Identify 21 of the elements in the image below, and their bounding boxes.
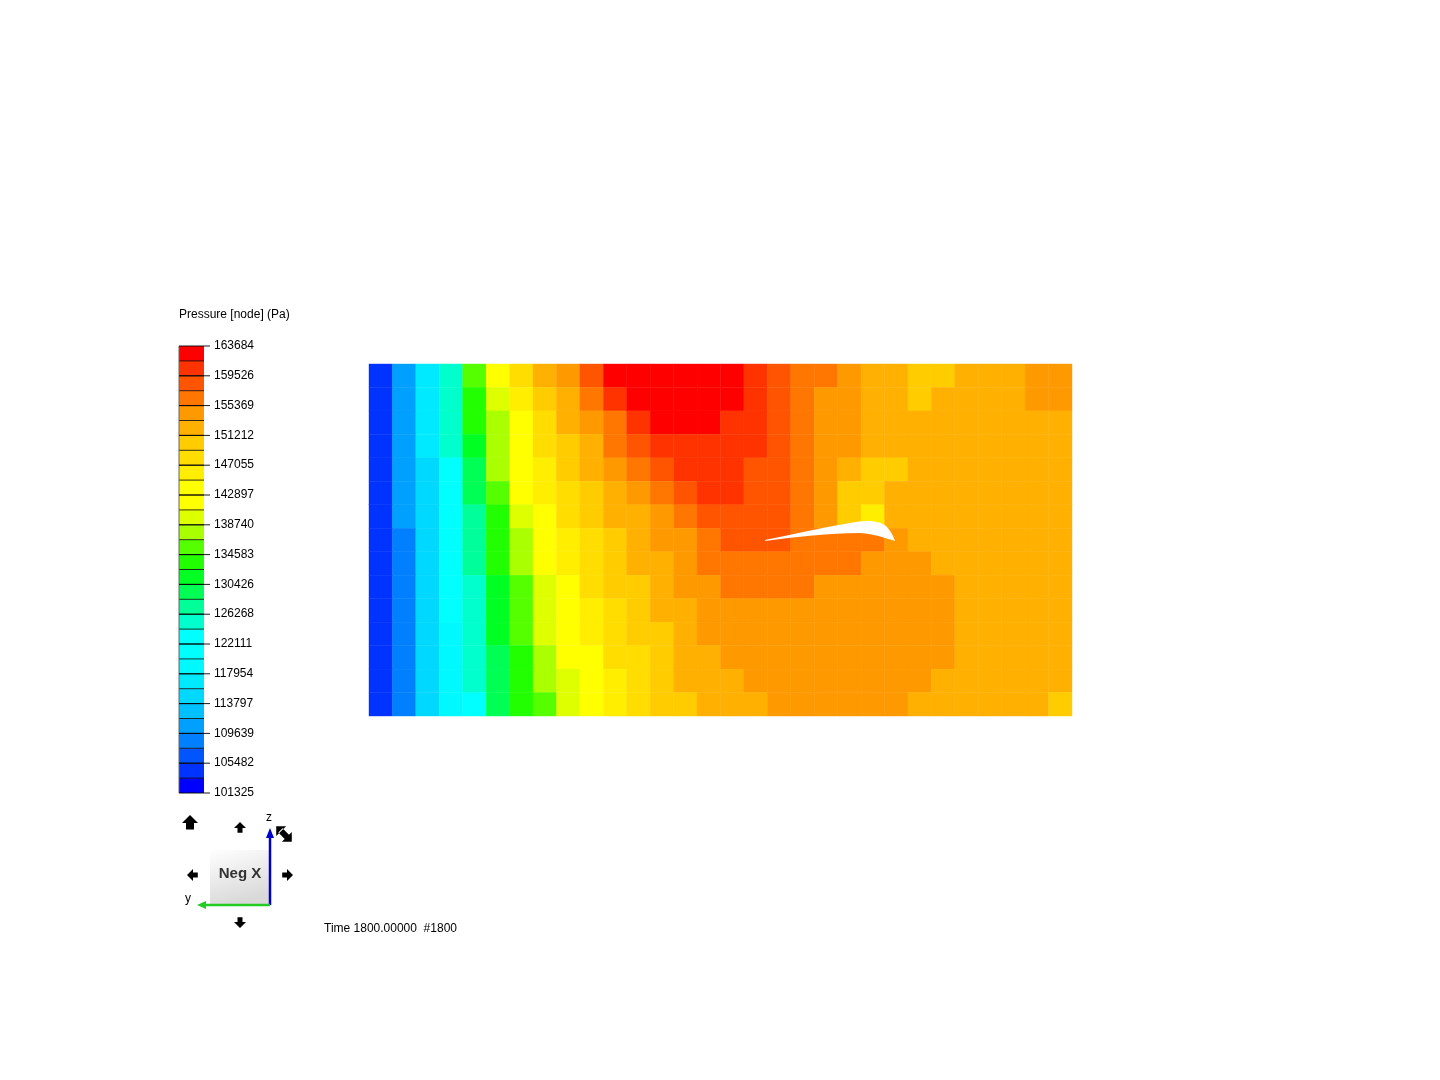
- text: y: [185, 891, 191, 906]
- color-bar-label: 117954: [214, 665, 254, 680]
- text: Neg X: [218, 863, 262, 881]
- color-bar-label: 147055: [214, 457, 255, 472]
- color-bar-label: 109639: [214, 725, 255, 740]
- color-bar-label: 122111: [214, 636, 253, 651]
- color-bar-label: 113797: [214, 695, 254, 710]
- color-bar-label: 138740: [214, 516, 255, 531]
- color-bar-label: 126268: [214, 606, 255, 621]
- text: z: [266, 810, 272, 825]
- color-bar-label: 151212: [214, 427, 255, 442]
- color-bar-label: 163684: [214, 338, 255, 353]
- color-bar-label: 142897: [214, 487, 255, 502]
- color-bar-label: 101325: [214, 785, 255, 800]
- color-bar-label: 130426: [214, 576, 255, 591]
- color-bar-label: 155369: [214, 397, 255, 412]
- color-bar-title: Pressure [node] (Pa): [179, 307, 290, 321]
- color-bar-label: 105482: [214, 755, 255, 770]
- color-bar-label: 159526: [214, 367, 255, 382]
- color-bar-label: 134583: [214, 546, 255, 561]
- text: Time 1800.00000 #1800: [324, 921, 458, 936]
